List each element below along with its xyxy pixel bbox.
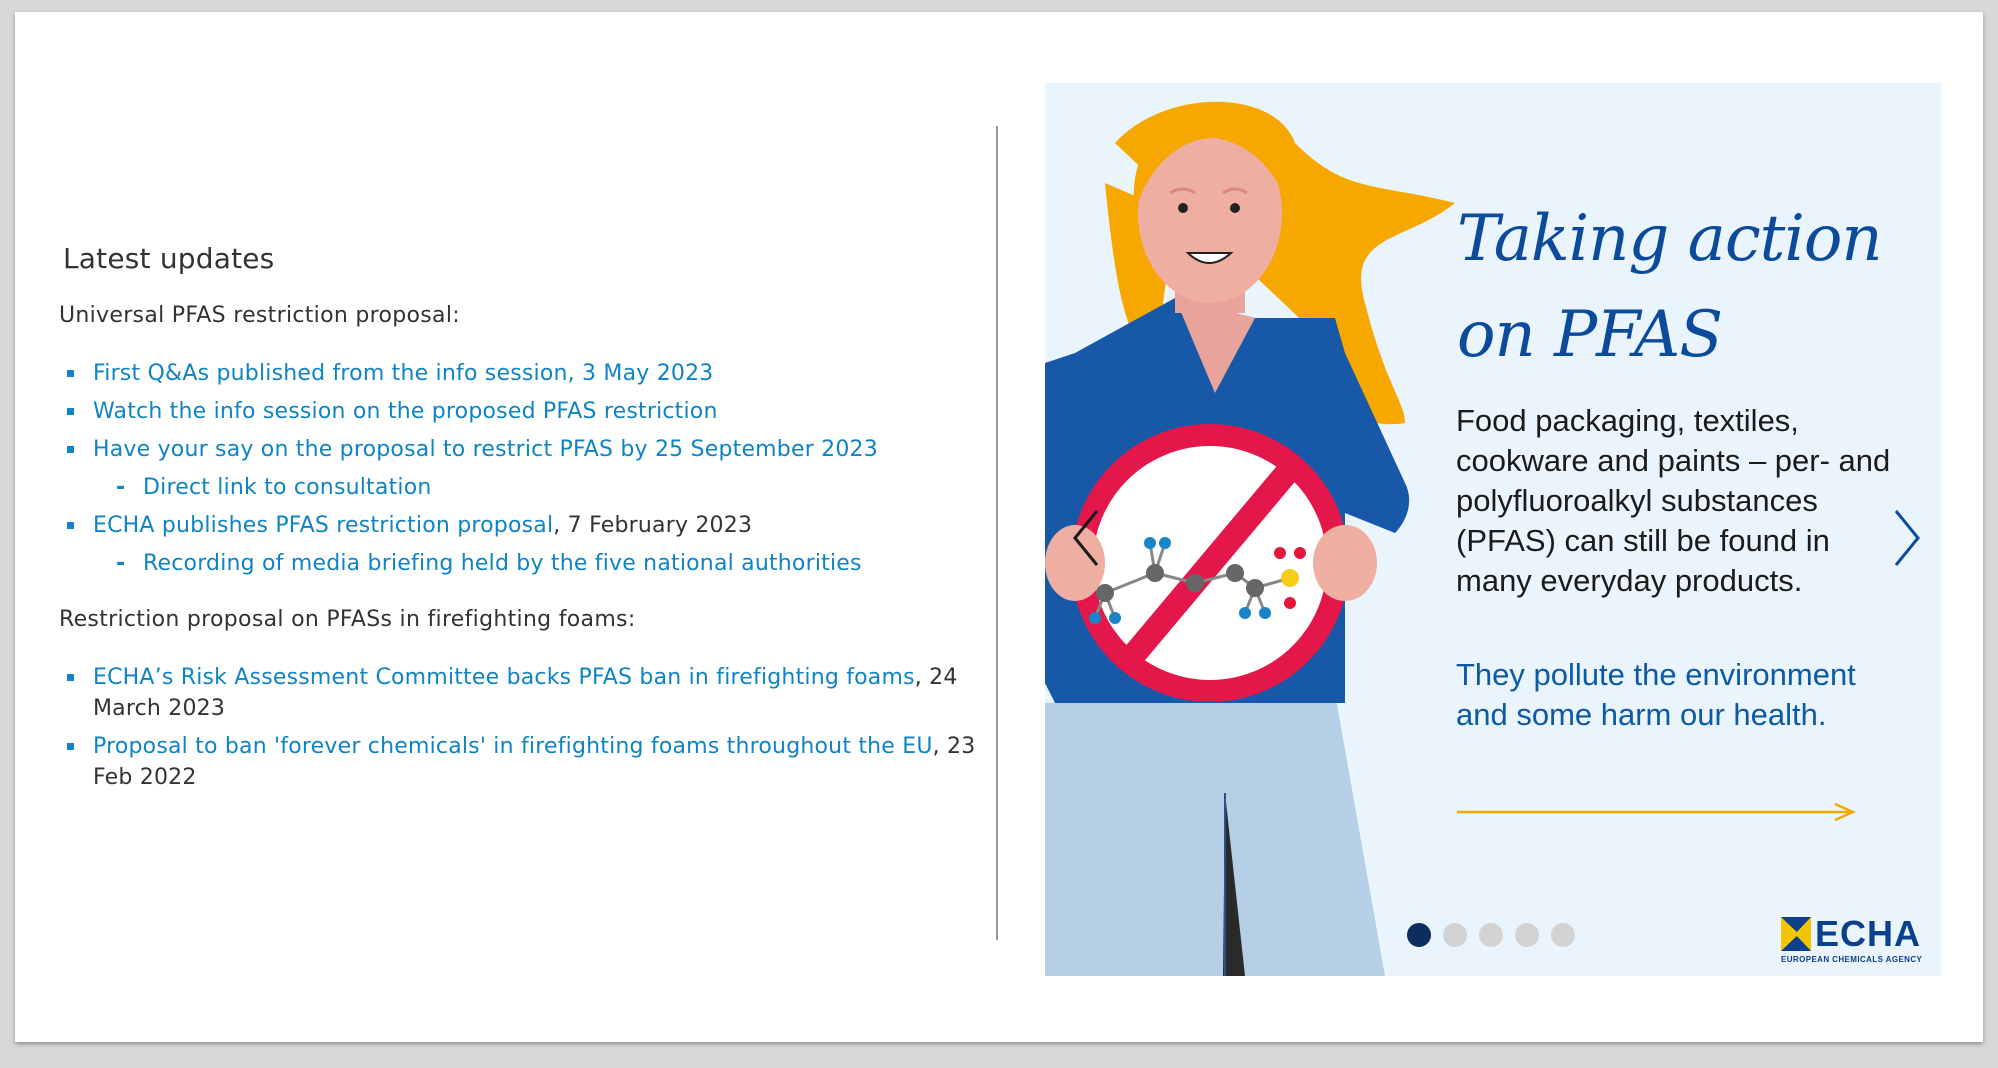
list-item: Watch the info session on the proposed P…	[59, 396, 979, 427]
carousel-next-button[interactable]	[1888, 503, 1928, 573]
latest-updates-heading: Latest updates	[63, 242, 275, 275]
list-subitem: Recording of media briefing held by the …	[59, 548, 979, 579]
list-item: Proposal to ban 'forever chemicals' in f…	[59, 731, 979, 793]
latest-updates: Latest updates Universal PFAS restrictio…	[59, 242, 979, 821]
firefighting-updates-list: ECHA’s Risk Assessment Committee backs P…	[59, 662, 979, 793]
echa-logo-text: ECHA	[1815, 913, 1922, 954]
slide-highlight-text: They pollute the environment and some ha…	[1456, 657, 1856, 732]
item-date: , 23 Feb 2022	[93, 734, 976, 790]
chevron-right-icon	[1894, 510, 1920, 566]
list-item: ECHA publishes PFAS restriction proposal…	[59, 510, 979, 541]
list-item: ECHA’s Risk Assessment Committee backs P…	[59, 662, 979, 724]
carousel-dot-4[interactable]	[1515, 923, 1539, 947]
carousel-prev-button[interactable]	[1065, 503, 1105, 573]
section-intro-universal: Universal PFAS restriction proposal:	[59, 303, 460, 328]
echa-logo-mark-icon	[1781, 917, 1811, 951]
carousel-dot-2[interactable]	[1443, 923, 1467, 947]
slide-title: Taking action on PFAS	[1457, 191, 1927, 383]
link-direct-consultation[interactable]: Direct link to consultation	[143, 475, 432, 500]
carousel-dot-1[interactable]	[1407, 923, 1431, 947]
echa-logo: ECHA EUROPEAN CHEMICALS AGENCY	[1781, 913, 1931, 964]
slide-body-text: Food packaging, textiles, cookware and p…	[1456, 403, 1891, 598]
echa-logo-tagline: EUROPEAN CHEMICALS AGENCY	[1781, 955, 1923, 964]
arrow-right-decoration-icon	[1457, 802, 1857, 822]
link-media-briefing[interactable]: Recording of media briefing held by the …	[143, 551, 862, 576]
universal-updates-list: First Q&As published from the info sessi…	[59, 358, 979, 579]
item-date: , 7 February 2023	[553, 513, 753, 538]
list-item: Have your say on the proposal to restric…	[59, 434, 979, 465]
item-date: , 24 March 2023	[93, 665, 958, 721]
pfas-carousel: Taking action on PFAS Food packaging, te…	[1045, 83, 1941, 976]
list-subitem: Direct link to consultation	[59, 472, 979, 503]
slide-title-line-1: Taking action	[1457, 202, 1883, 276]
link-first-qas[interactable]: First Q&As published from the info sessi…	[93, 361, 714, 386]
page: Latest updates Universal PFAS restrictio…	[15, 12, 1983, 1042]
link-rac-backs-ban[interactable]: ECHA’s Risk Assessment Committee backs P…	[93, 665, 915, 690]
carousel-pagination	[1407, 923, 1575, 947]
woman-holding-pfas-sign-illustration	[1045, 101, 1455, 976]
link-have-your-say[interactable]: Have your say on the proposal to restric…	[93, 437, 878, 462]
link-proposal-ban-forever-chemicals[interactable]: Proposal to ban 'forever chemicals' in f…	[93, 734, 933, 759]
column-divider	[996, 126, 998, 940]
slide-title-line-2: on PFAS	[1457, 298, 1723, 372]
carousel-dot-5[interactable]	[1551, 923, 1575, 947]
chevron-left-icon	[1073, 510, 1099, 566]
section-intro-firefighting: Restriction proposal on PFASs in firefig…	[59, 607, 636, 632]
link-echa-publishes-proposal[interactable]: ECHA publishes PFAS restriction proposal	[93, 513, 554, 538]
carousel-dot-3[interactable]	[1479, 923, 1503, 947]
link-watch-info-session[interactable]: Watch the info session on the proposed P…	[93, 399, 718, 424]
list-item: First Q&As published from the info sessi…	[59, 358, 979, 389]
